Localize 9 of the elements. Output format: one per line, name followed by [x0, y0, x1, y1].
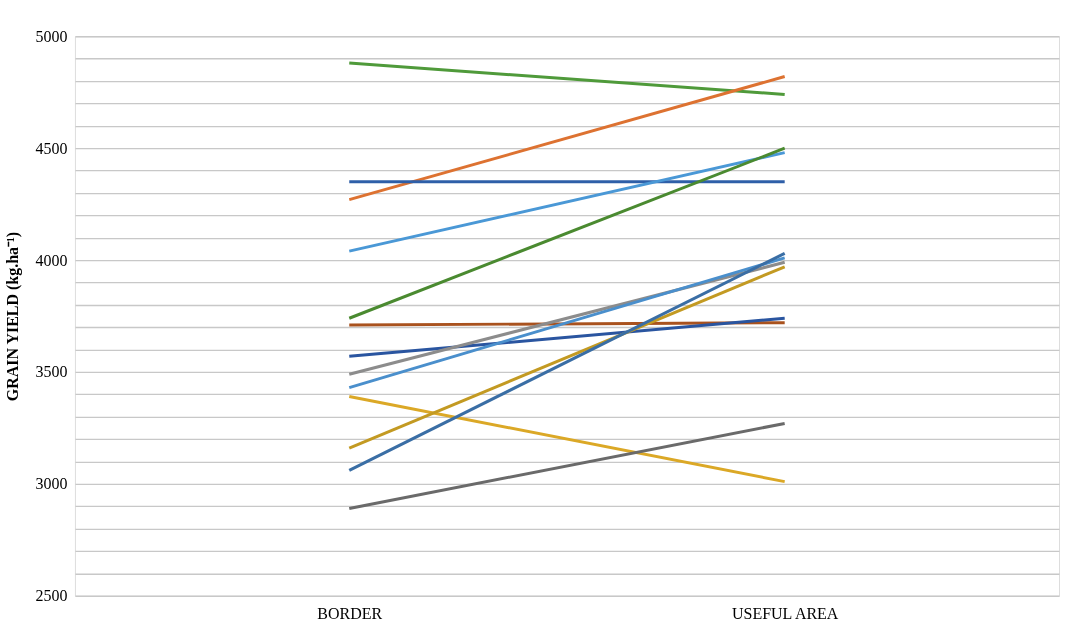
y-tick-label: 5000	[35, 27, 68, 45]
y-tick-label: 2500	[35, 587, 68, 605]
y-tick-label: 3000	[35, 475, 68, 493]
x-tick-label: USEFUL AREA	[732, 605, 839, 623]
y-tick-label: 3500	[35, 363, 68, 381]
x-tick-label: BORDER	[317, 605, 383, 623]
y-tick-label: 4500	[35, 139, 68, 157]
y-tick-label: 4000	[35, 251, 68, 269]
y-axis-title: GRAIN YIELD (kg.ha⁻¹)	[4, 231, 23, 402]
